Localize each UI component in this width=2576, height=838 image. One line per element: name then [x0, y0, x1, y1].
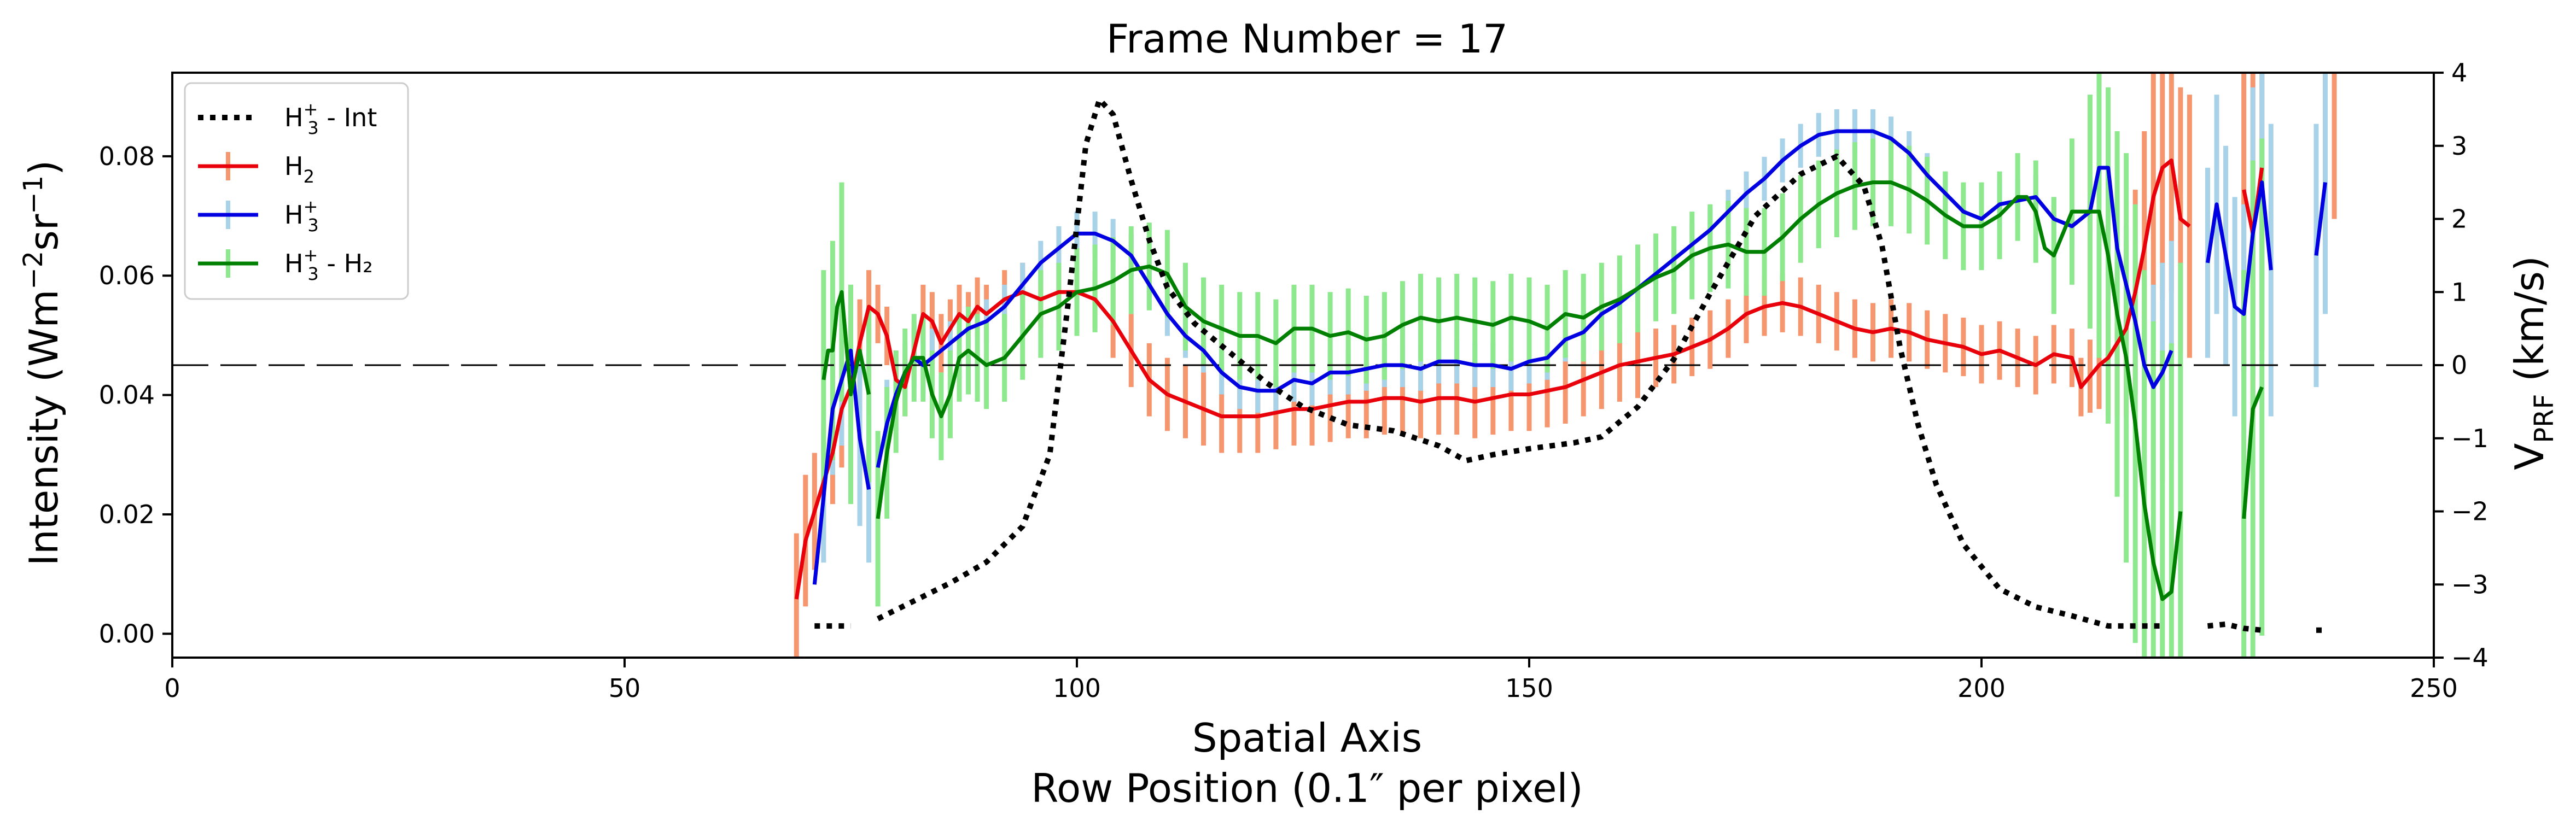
y-left-tick-label: 0.04	[99, 380, 155, 410]
x-tick-label: 100	[1053, 673, 1101, 703]
y-left-mid: sr	[21, 214, 67, 251]
series-line-h3	[2314, 182, 2327, 256]
series-line-int	[2207, 621, 2263, 633]
y-right-tick-label: 0	[2451, 350, 2467, 380]
y-left-tick-label: 0.02	[99, 500, 155, 529]
y-right-tick-label: 2	[2451, 204, 2467, 234]
y-axis-right-title: VPRF (km/s)	[2507, 256, 2560, 470]
y-left-tick-label: 0.00	[99, 619, 155, 648]
x-axis-title: Spatial Axis	[1192, 715, 1422, 761]
legend-item-h2: H2	[198, 151, 314, 187]
x-tick-label: 0	[164, 673, 180, 703]
y-right-tick-label: −4	[2451, 643, 2488, 672]
legend-box	[184, 82, 409, 300]
y-right-tick-label: −3	[2451, 570, 2488, 599]
series-line-h3	[2206, 180, 2273, 316]
series-line-int	[876, 97, 2163, 629]
y-left-sup2: −1	[18, 175, 49, 214]
y-left-end: )	[21, 160, 67, 175]
legend-item-diff: H+ 3 - H₂	[198, 245, 373, 284]
legend-label-diff: H+ 3 - H₂	[284, 245, 373, 284]
legend-label-h3: H+ 3	[284, 196, 319, 236]
legend: H+ 3 - Int H2 H+ 3 H+ 3 - H₂	[184, 82, 409, 300]
x-tick-label: 150	[1505, 673, 1553, 703]
tick-marks: 0 50 100 150 200 250 0.00 0.02 0.04 0.06 0.08 −4 −3 −…	[99, 58, 2488, 703]
y-left-tick-label: 0.08	[99, 142, 155, 171]
y-right-sub: PRF	[2529, 394, 2560, 443]
x-axis-subtitle: Row Position (0.1″ per pixel)	[1031, 765, 1583, 811]
y-right-tick-label: −1	[2451, 424, 2488, 453]
y-left-sup1: −2	[18, 251, 49, 290]
legend-item-h3: H+ 3	[198, 196, 319, 236]
y-right-main: V	[2507, 443, 2552, 470]
series-line-h2	[794, 159, 2191, 600]
series-line-diff	[876, 180, 2183, 601]
y-axis-left-title: Intensity (Wm−2sr−1)	[18, 160, 67, 566]
series-line-diff	[821, 290, 871, 396]
legend-label-h2: H2	[284, 151, 314, 187]
y-right-tick-label: 1	[2451, 277, 2467, 307]
y-left-tick-label: 0.06	[99, 261, 155, 290]
y-right-tick-label: 3	[2451, 131, 2467, 161]
y-right-tick-label: 4	[2451, 58, 2467, 87]
series-line-diff	[2242, 386, 2264, 519]
x-tick-label: 50	[609, 673, 641, 703]
legend-label-int: H+ 3 - Int	[284, 99, 377, 138]
series-line-h3	[876, 129, 2173, 468]
y-left-main: Intensity (Wm	[21, 290, 67, 566]
series-lines	[172, 97, 2434, 633]
chart-title: Frame Number = 17	[1106, 16, 1508, 62]
y-right-tick-label: −2	[2451, 497, 2488, 526]
legend-item-int: H+ 3 - Int	[198, 99, 377, 138]
y-right-end: (km/s)	[2507, 256, 2552, 394]
series-line-h3	[812, 348, 871, 585]
x-tick-label: 200	[1957, 673, 2006, 703]
x-tick-label: 250	[2410, 673, 2458, 703]
